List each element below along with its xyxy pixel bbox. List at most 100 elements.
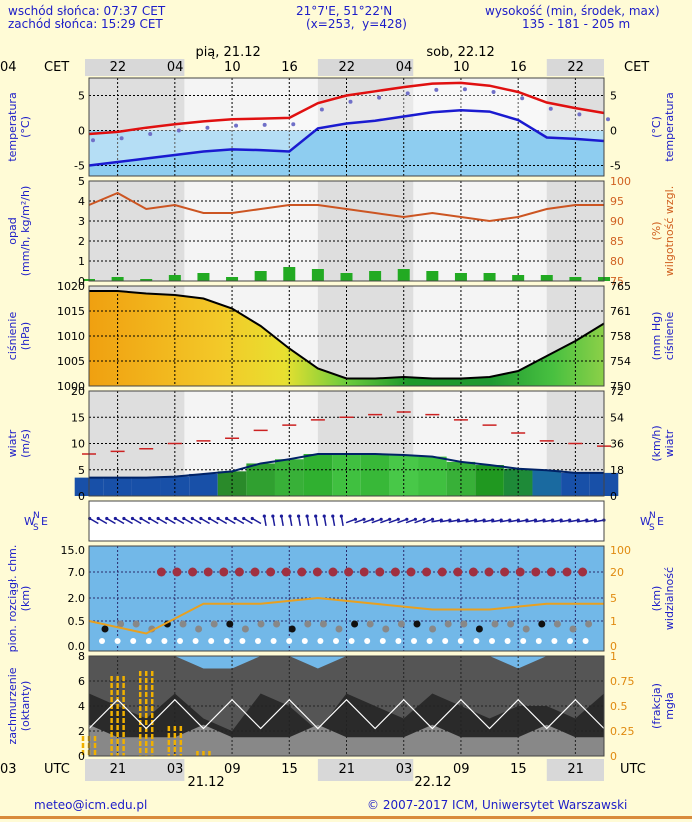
humidity-line <box>88 191 604 223</box>
cloudcover-right-label: (frakcja) <box>650 683 663 729</box>
wind-arrow <box>106 517 116 525</box>
temperature-dewpoint-point <box>348 99 353 104</box>
cloud-base-point <box>351 620 359 628</box>
wind-arrow <box>226 517 236 525</box>
wind-speed-bar <box>532 470 562 496</box>
precip-right-tick: 85 <box>610 235 624 248</box>
compass-label: E <box>657 515 664 528</box>
cloud-base-point <box>475 625 483 633</box>
temperature-panel-border <box>88 77 605 177</box>
bottom-day-label: 22.12 <box>414 775 451 790</box>
cloudbase-left-tick: 0.0 <box>68 640 86 653</box>
bottom-hour-tick: 21 <box>110 762 127 777</box>
cloudbase-right-tick: 5 <box>610 592 617 605</box>
top-hour-tick: 10 <box>224 60 241 75</box>
wind-left-label: wiatr <box>6 429 19 457</box>
cloudcover-right-label: mgła <box>663 692 676 720</box>
compass-label: S <box>649 523 655 533</box>
wind-arrow <box>132 517 142 525</box>
altitude-label: wysokość (min, środek, max) <box>485 4 660 18</box>
cloudbase-left-tick: 0.5 <box>68 615 86 628</box>
temperature-right-tick: 5 <box>610 90 617 103</box>
fog-point <box>208 638 215 644</box>
fog-point <box>270 638 277 644</box>
wind-arrow <box>448 519 459 523</box>
pressure-area <box>89 291 604 386</box>
wind-left-tick: 15 <box>71 411 85 424</box>
cloudbase-left-label: (km) <box>19 586 32 612</box>
wind-arrow-head <box>430 517 435 521</box>
precip-bar <box>168 275 181 281</box>
cloud-top-point <box>156 567 166 577</box>
bottom-hour-tick: 15 <box>281 762 298 777</box>
cloud-top-point <box>250 567 260 577</box>
cloud-base-point <box>195 625 203 633</box>
cloud-top-point <box>531 567 541 577</box>
precip-bar <box>397 269 410 281</box>
precip-night-band <box>317 181 414 281</box>
fog-point <box>317 638 324 644</box>
temperature-left-tick: -5 <box>74 160 85 173</box>
top-hour-tick: 04 <box>0 60 17 75</box>
wind-arrow <box>439 519 450 523</box>
wind-left-tick: 0 <box>78 490 85 503</box>
cloud-top-point <box>281 567 291 577</box>
wind-arrow <box>217 517 228 525</box>
top-hour-tick: 22 <box>567 60 584 75</box>
cloud-base-point <box>210 620 218 628</box>
temperature-dewpoint-point <box>491 90 496 94</box>
fog-point <box>395 638 402 644</box>
bottom-axis-night <box>317 759 414 781</box>
wind-left-label: (m/s) <box>19 429 32 458</box>
cloudcover-left-tick: 4 <box>78 700 85 713</box>
fog-point <box>567 638 573 644</box>
fog-point <box>130 638 137 644</box>
bottom-hour-tick: 03 <box>396 762 413 777</box>
temperature-dewpoint-point <box>319 107 324 112</box>
compass-label: N <box>33 511 40 521</box>
wind-arrow <box>585 519 596 523</box>
wind-right-label: wiatr <box>663 429 676 457</box>
wind-arrow <box>499 519 510 523</box>
precip-bar <box>569 277 582 281</box>
wind-arrow-head <box>156 516 160 521</box>
wind-arrow-head <box>173 516 177 521</box>
compass-label: E <box>41 515 48 528</box>
precip-bar <box>111 277 124 281</box>
contact-email[interactable]: meteo@icm.edu.pl <box>34 798 148 812</box>
sunset-time: zachód słońca: 15:29 CET <box>8 17 163 31</box>
fog-point <box>411 638 417 644</box>
sunrise-time: wschód słońca: 07:37 CET <box>8 4 166 18</box>
fog-point <box>114 638 121 644</box>
precip-bar <box>540 275 553 281</box>
wind-arrow <box>332 515 336 527</box>
top-hour-tick: 22 <box>110 60 127 75</box>
precip-bar <box>226 277 239 281</box>
cloud-base-point <box>444 620 452 628</box>
temperature-max-line <box>88 81 605 136</box>
precip-right-tick: 75 <box>610 275 624 288</box>
wind-arrow <box>474 519 485 523</box>
wind-right-tick: 72 <box>610 385 624 398</box>
cloud-top-point <box>219 567 229 577</box>
wind-arrow <box>405 518 416 524</box>
cloud-base-point <box>382 625 390 633</box>
wind-arrow-head <box>362 517 366 521</box>
temperature-left-label: temperatura <box>6 92 19 161</box>
pressure-right-label: (mm Hg) <box>650 312 663 361</box>
fog-point <box>161 638 168 644</box>
wind-arrow-head <box>314 514 318 518</box>
wind-arrow <box>465 519 476 523</box>
cloudcover-right-tick: 0.5 <box>610 700 628 713</box>
cloud-top-point <box>390 567 400 577</box>
top-axis-night <box>85 59 185 76</box>
cloud-top-point <box>266 567 276 577</box>
top-axis-night <box>317 59 414 76</box>
wind-arrow <box>551 519 562 523</box>
wind-arrow-head <box>130 516 135 521</box>
temperature-right-tick: 0 <box>610 125 617 138</box>
cloudcover-right-tick: 0.25 <box>610 725 635 738</box>
top-hour-tick: 10 <box>453 60 470 75</box>
top-hour-tick: 22 <box>339 60 356 75</box>
wind-left-tick: 20 <box>71 385 85 398</box>
